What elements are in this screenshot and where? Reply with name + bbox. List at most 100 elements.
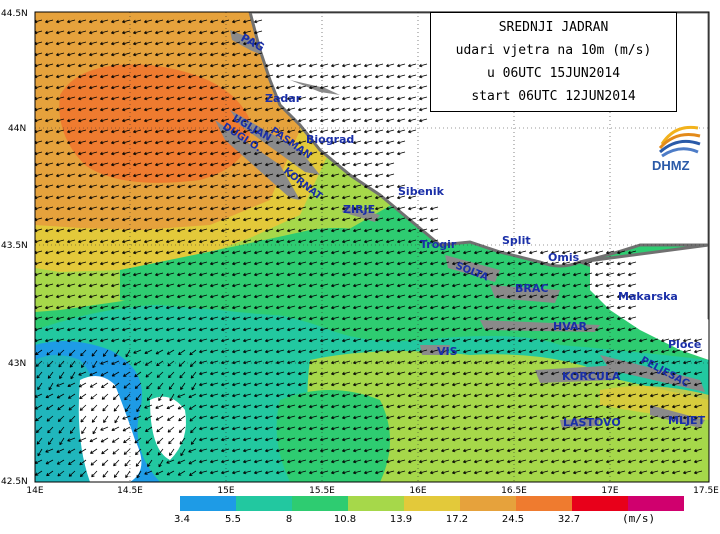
wind-arrow <box>125 470 131 479</box>
wind-arrow <box>265 426 274 431</box>
wind-arrow <box>683 382 692 387</box>
wind-arrow <box>155 327 164 332</box>
wind-arrow <box>254 371 263 376</box>
wind-arrow <box>617 327 626 332</box>
wind-arrow <box>353 448 362 453</box>
wind-arrow <box>430 448 439 453</box>
wind-arrow <box>617 283 626 288</box>
wind-arrow <box>694 393 703 398</box>
wind-arrow <box>342 283 351 288</box>
wind-arrow <box>617 261 626 266</box>
wind-arrow <box>650 470 659 475</box>
wind-arrow <box>386 96 395 101</box>
wind-arrow <box>419 74 428 79</box>
wind-arrow <box>287 305 296 310</box>
wind-arrow <box>375 316 384 321</box>
wind-arrow <box>397 74 406 79</box>
wind-arrow <box>166 195 175 200</box>
wind-arrow <box>45 30 54 35</box>
wind-arrow <box>485 415 494 420</box>
wind-arrow <box>265 118 274 123</box>
wind-arrow <box>584 371 593 376</box>
wind-arrow <box>386 162 395 167</box>
wind-arrow <box>232 305 241 310</box>
wind-arrow <box>628 437 637 442</box>
wind-arrow <box>287 162 296 167</box>
wind-arrow <box>89 19 98 24</box>
wind-arrow <box>221 129 230 134</box>
wind-arrow <box>474 338 483 343</box>
wind-arrow <box>507 250 516 255</box>
wind-arrow <box>56 52 65 57</box>
wind-arrow <box>265 140 274 145</box>
wind-arrow <box>177 30 186 35</box>
wind-arrow <box>639 426 648 431</box>
wind-arrow <box>364 415 373 420</box>
wind-arrow <box>430 393 439 398</box>
wind-arrow <box>89 85 98 90</box>
wind-arrow <box>210 250 219 255</box>
wind-arrow <box>199 107 208 112</box>
wind-arrow <box>375 349 384 354</box>
wind-arrow <box>287 327 296 332</box>
wind-arrow <box>331 85 340 90</box>
wind-arrow <box>123 448 131 455</box>
wind-arrow <box>67 85 76 90</box>
wind-arrow <box>243 437 252 442</box>
title-start-time: start 06UTC 12JUN2014 <box>471 89 636 104</box>
wind-arrow <box>265 195 274 200</box>
wind-arrow <box>639 470 648 475</box>
wind-arrow <box>694 470 703 475</box>
wind-arrow <box>419 382 428 387</box>
wind-arrow <box>342 272 351 277</box>
wind-arrow <box>78 63 87 68</box>
wind-arrow <box>57 415 65 422</box>
wind-arrow <box>45 19 54 24</box>
wind-arrow <box>276 96 285 101</box>
wind-arrow <box>309 393 318 398</box>
wind-arrow <box>100 19 109 24</box>
wind-arrow <box>309 63 318 68</box>
wind-arrow <box>551 338 560 343</box>
legend-color-swatch <box>572 496 628 511</box>
wind-arrow <box>144 349 153 354</box>
wind-arrow <box>210 349 219 354</box>
wind-arrow <box>232 426 241 431</box>
wind-arrow <box>408 272 417 277</box>
wind-arrow <box>364 261 373 266</box>
wind-arrow <box>155 305 164 310</box>
wind-arrow <box>199 129 208 134</box>
wind-arrow <box>177 459 186 464</box>
wind-arrow <box>188 404 197 410</box>
wind-arrow <box>562 316 571 321</box>
wind-arrow <box>441 272 450 277</box>
wind-arrow <box>101 459 109 466</box>
wind-arrow <box>342 404 351 409</box>
wind-arrow <box>342 85 351 90</box>
wind-arrow <box>551 415 560 420</box>
wind-arrow <box>56 261 65 266</box>
wind-arrow <box>430 404 439 409</box>
wind-arrow <box>232 217 241 222</box>
wind-arrow <box>573 250 582 255</box>
wind-arrow <box>408 459 417 464</box>
wind-arrow <box>78 206 87 211</box>
wind-arrow <box>45 118 54 123</box>
wind-arrow <box>408 437 417 442</box>
wind-arrow <box>133 338 142 343</box>
wind-arrow <box>100 206 109 211</box>
wind-arrow <box>342 195 351 200</box>
wind-arrow <box>133 206 142 211</box>
wind-arrow <box>177 96 186 101</box>
wind-arrow <box>254 19 263 24</box>
wind-arrow <box>331 195 340 200</box>
wind-arrow <box>177 41 186 46</box>
wind-arrow <box>276 382 285 387</box>
wind-arrow <box>36 437 43 445</box>
wind-arrow <box>419 96 428 101</box>
wind-arrow <box>111 151 120 156</box>
wind-arrow <box>144 19 153 24</box>
wind-arrow <box>199 30 208 35</box>
wind-arrow <box>408 63 417 68</box>
wind-arrow <box>408 85 417 90</box>
